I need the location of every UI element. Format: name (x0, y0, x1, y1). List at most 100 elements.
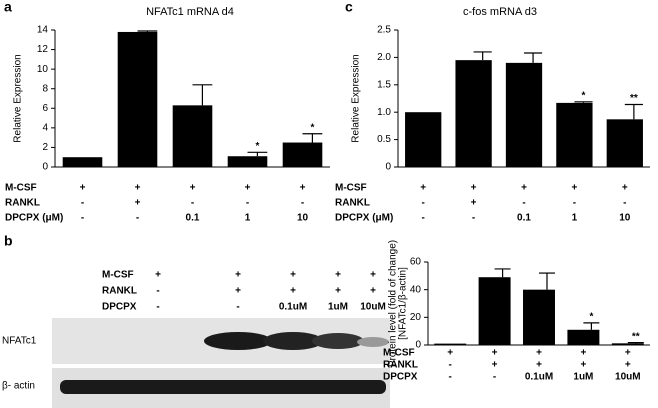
bar (523, 289, 555, 345)
condition-value: - (472, 213, 475, 224)
y-tick-label: 0 (42, 162, 48, 173)
y-axis-label: Relative Expression (13, 54, 24, 142)
bar (556, 102, 593, 167)
blot-condition-value: 1uM (328, 302, 348, 313)
bar (455, 60, 492, 167)
blot-row-label: β- actin (2, 381, 35, 392)
condition-label: DPCPX (383, 372, 418, 383)
bar (282, 142, 323, 167)
blot-condition-value: - (156, 302, 159, 313)
bar (227, 156, 268, 167)
blot-condition-value: - (236, 302, 239, 313)
condition-value: + (492, 348, 498, 359)
band (204, 332, 272, 350)
blot-condition-value: 10uM (360, 302, 386, 313)
chart-title: c-fos mRNA d3 (463, 6, 537, 18)
blot-condition-label: DPCPX (102, 302, 137, 313)
condition-value: 10 (297, 213, 309, 224)
condition-value: - (246, 198, 249, 209)
condition-label: DPCPX (μM) (335, 213, 393, 224)
condition-value: - (449, 360, 452, 371)
condition-value: 0.1uM (525, 372, 553, 383)
band (357, 337, 389, 347)
condition-value: - (623, 198, 626, 209)
condition-label: RANKL (335, 198, 370, 209)
condition-value: + (135, 198, 141, 209)
blot-condition-label: M-CSF (102, 270, 134, 281)
condition-value: 10 (619, 213, 631, 224)
bar (478, 277, 511, 345)
condition-value: + (447, 348, 453, 359)
condition-label: RANKL (383, 360, 418, 371)
blot-condition-value: + (290, 270, 296, 281)
y-tick-label: 4 (42, 122, 48, 133)
condition-value: - (573, 198, 576, 209)
condition-value: + (625, 360, 631, 371)
panel-letter: a (4, 0, 12, 15)
blot-condition-value: + (235, 286, 241, 297)
condition-value: 0.1 (517, 213, 531, 224)
y-tick-label: 12 (37, 44, 49, 55)
y-tick-label: 0.5 (377, 134, 391, 145)
blot-condition-value: + (370, 286, 376, 297)
condition-value: + (521, 183, 527, 194)
blot-condition-value: + (335, 270, 341, 281)
y-tick-label: 14 (37, 25, 49, 36)
bar (505, 62, 543, 167)
condition-value: 0.1 (186, 213, 200, 224)
condition-value: + (536, 360, 542, 371)
condition-value: + (135, 183, 141, 194)
y-tick-label: 2.5 (377, 25, 391, 36)
condition-value: - (449, 372, 452, 383)
band (312, 333, 364, 349)
band (263, 332, 323, 350)
y-tick-label: 0 (385, 162, 391, 173)
y-tick-label: 0 (415, 340, 421, 351)
condition-value: - (422, 198, 425, 209)
significance: * (255, 141, 259, 152)
blot-condition-value: + (155, 270, 161, 281)
condition-value: + (420, 183, 426, 194)
bar (434, 343, 467, 345)
condition-value: + (471, 183, 477, 194)
condition-value: - (522, 198, 525, 209)
y-axis-label: [NFATc1/β-actin] (398, 267, 409, 340)
bar (405, 112, 442, 167)
bar (172, 105, 213, 167)
condition-label: M-CSF (335, 183, 367, 194)
condition-value: - (81, 213, 84, 224)
bar (117, 31, 158, 168)
condition-value: 1 (572, 213, 578, 224)
y-tick-label: 60 (410, 257, 422, 268)
significance: ** (630, 93, 638, 104)
bar (611, 343, 644, 345)
y-tick-label: 2.0 (377, 52, 391, 63)
y-tick-label: 10 (37, 64, 49, 75)
condition-value: + (580, 348, 586, 359)
panel-letter: b (4, 233, 13, 249)
condition-label: DPCPX (μM) (5, 213, 63, 224)
blot-condition-value: + (290, 286, 296, 297)
condition-value: 1uM (573, 372, 593, 383)
significance: * (589, 312, 593, 323)
condition-label: M-CSF (5, 183, 37, 194)
condition-value: - (422, 213, 425, 224)
bar (62, 157, 103, 167)
condition-value: + (580, 360, 586, 371)
blot-condition-value: + (370, 270, 376, 281)
condition-label: M-CSF (383, 348, 415, 359)
condition-value: + (300, 183, 306, 194)
bar (567, 329, 600, 345)
chart-title: NFATc1 mRNA d4 (146, 6, 234, 18)
y-tick-label: 1.0 (377, 107, 391, 118)
panel-letter: c (345, 0, 353, 15)
condition-value: + (622, 183, 628, 194)
bar (606, 119, 643, 167)
condition-value: + (536, 348, 542, 359)
y-axis-label: Protein level (fold of change) (388, 240, 399, 367)
condition-value: - (136, 213, 139, 224)
condition-value: - (493, 372, 496, 383)
y-tick-label: 8 (42, 83, 48, 94)
western-blot (52, 318, 390, 408)
condition-value: + (571, 183, 577, 194)
